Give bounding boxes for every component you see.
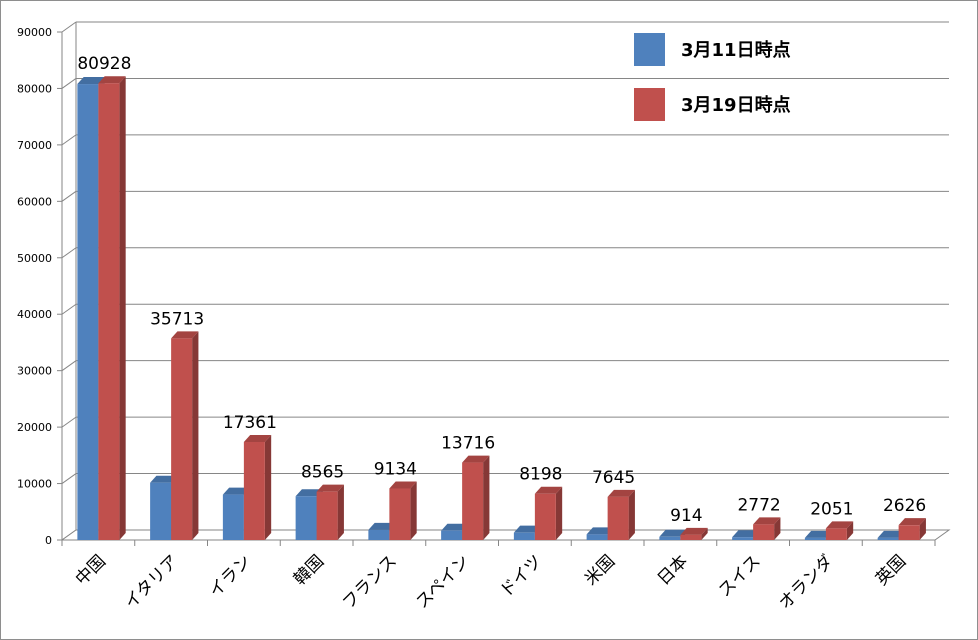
data-label: 8565 <box>301 463 344 483</box>
axes: 0 10000 20000 30000 40000 50000 60000 70000 8000… <box>17 22 951 547</box>
bar-mar19 <box>171 331 199 540</box>
bar-mar19 <box>389 481 417 540</box>
data-label: 2772 <box>737 495 780 515</box>
bar-mar19 <box>98 76 126 541</box>
y-tick-label: 20000 <box>17 421 52 434</box>
legend: 3月11日時点 3月19日時点 <box>634 33 791 121</box>
y-tick-label: 40000 <box>17 308 52 321</box>
bar-mar19 <box>898 518 926 540</box>
data-label: 2051 <box>810 499 853 519</box>
legend-swatch <box>634 33 665 66</box>
gridline-depth <box>61 134 77 146</box>
data-label: 13716 <box>441 434 495 454</box>
bar-mar19 <box>680 527 708 540</box>
bar-mar19 <box>753 517 781 540</box>
y-tick-label: 90000 <box>17 26 52 39</box>
data-label: 7645 <box>592 468 635 488</box>
gridline-depth <box>61 303 77 315</box>
gridline-depth <box>61 360 77 372</box>
bar-mar19 <box>825 521 854 540</box>
bars <box>77 76 926 541</box>
legend-label: 3月11日時点 <box>681 39 791 61</box>
data-label: 17361 <box>223 413 277 433</box>
gridline-depth <box>61 473 77 484</box>
data-label: 80928 <box>77 54 131 74</box>
data-label: 914 <box>670 506 702 526</box>
y-tick-label: 30000 <box>17 365 52 378</box>
gridline-depth <box>61 190 77 202</box>
y-tick-label: 80000 <box>17 82 52 95</box>
y-tick-label: 60000 <box>17 195 52 208</box>
bar-mar19 <box>243 435 272 540</box>
y-tick-label: 70000 <box>17 139 52 152</box>
gridline-depth <box>61 247 77 259</box>
gridlines <box>61 21 949 541</box>
y-tick-label: 50000 <box>17 252 52 265</box>
y-tick-label: 10000 <box>17 478 52 491</box>
legend-label: 3月19日時点 <box>681 94 791 116</box>
bar-mar19 <box>462 455 490 540</box>
bar-mar19 <box>607 489 635 540</box>
data-label: 9134 <box>374 459 417 479</box>
gridline-depth <box>61 416 77 428</box>
bar-mar19 <box>534 486 563 540</box>
legend-swatch <box>634 88 665 121</box>
data-label: 35713 <box>150 309 204 329</box>
gridline-depth <box>61 78 77 89</box>
y-tick-label: 0 <box>45 534 52 547</box>
bar-mar19 <box>316 484 344 540</box>
data-label: 2626 <box>883 496 926 516</box>
data-label: 8198 <box>519 465 562 485</box>
gridline-depth <box>61 21 77 33</box>
